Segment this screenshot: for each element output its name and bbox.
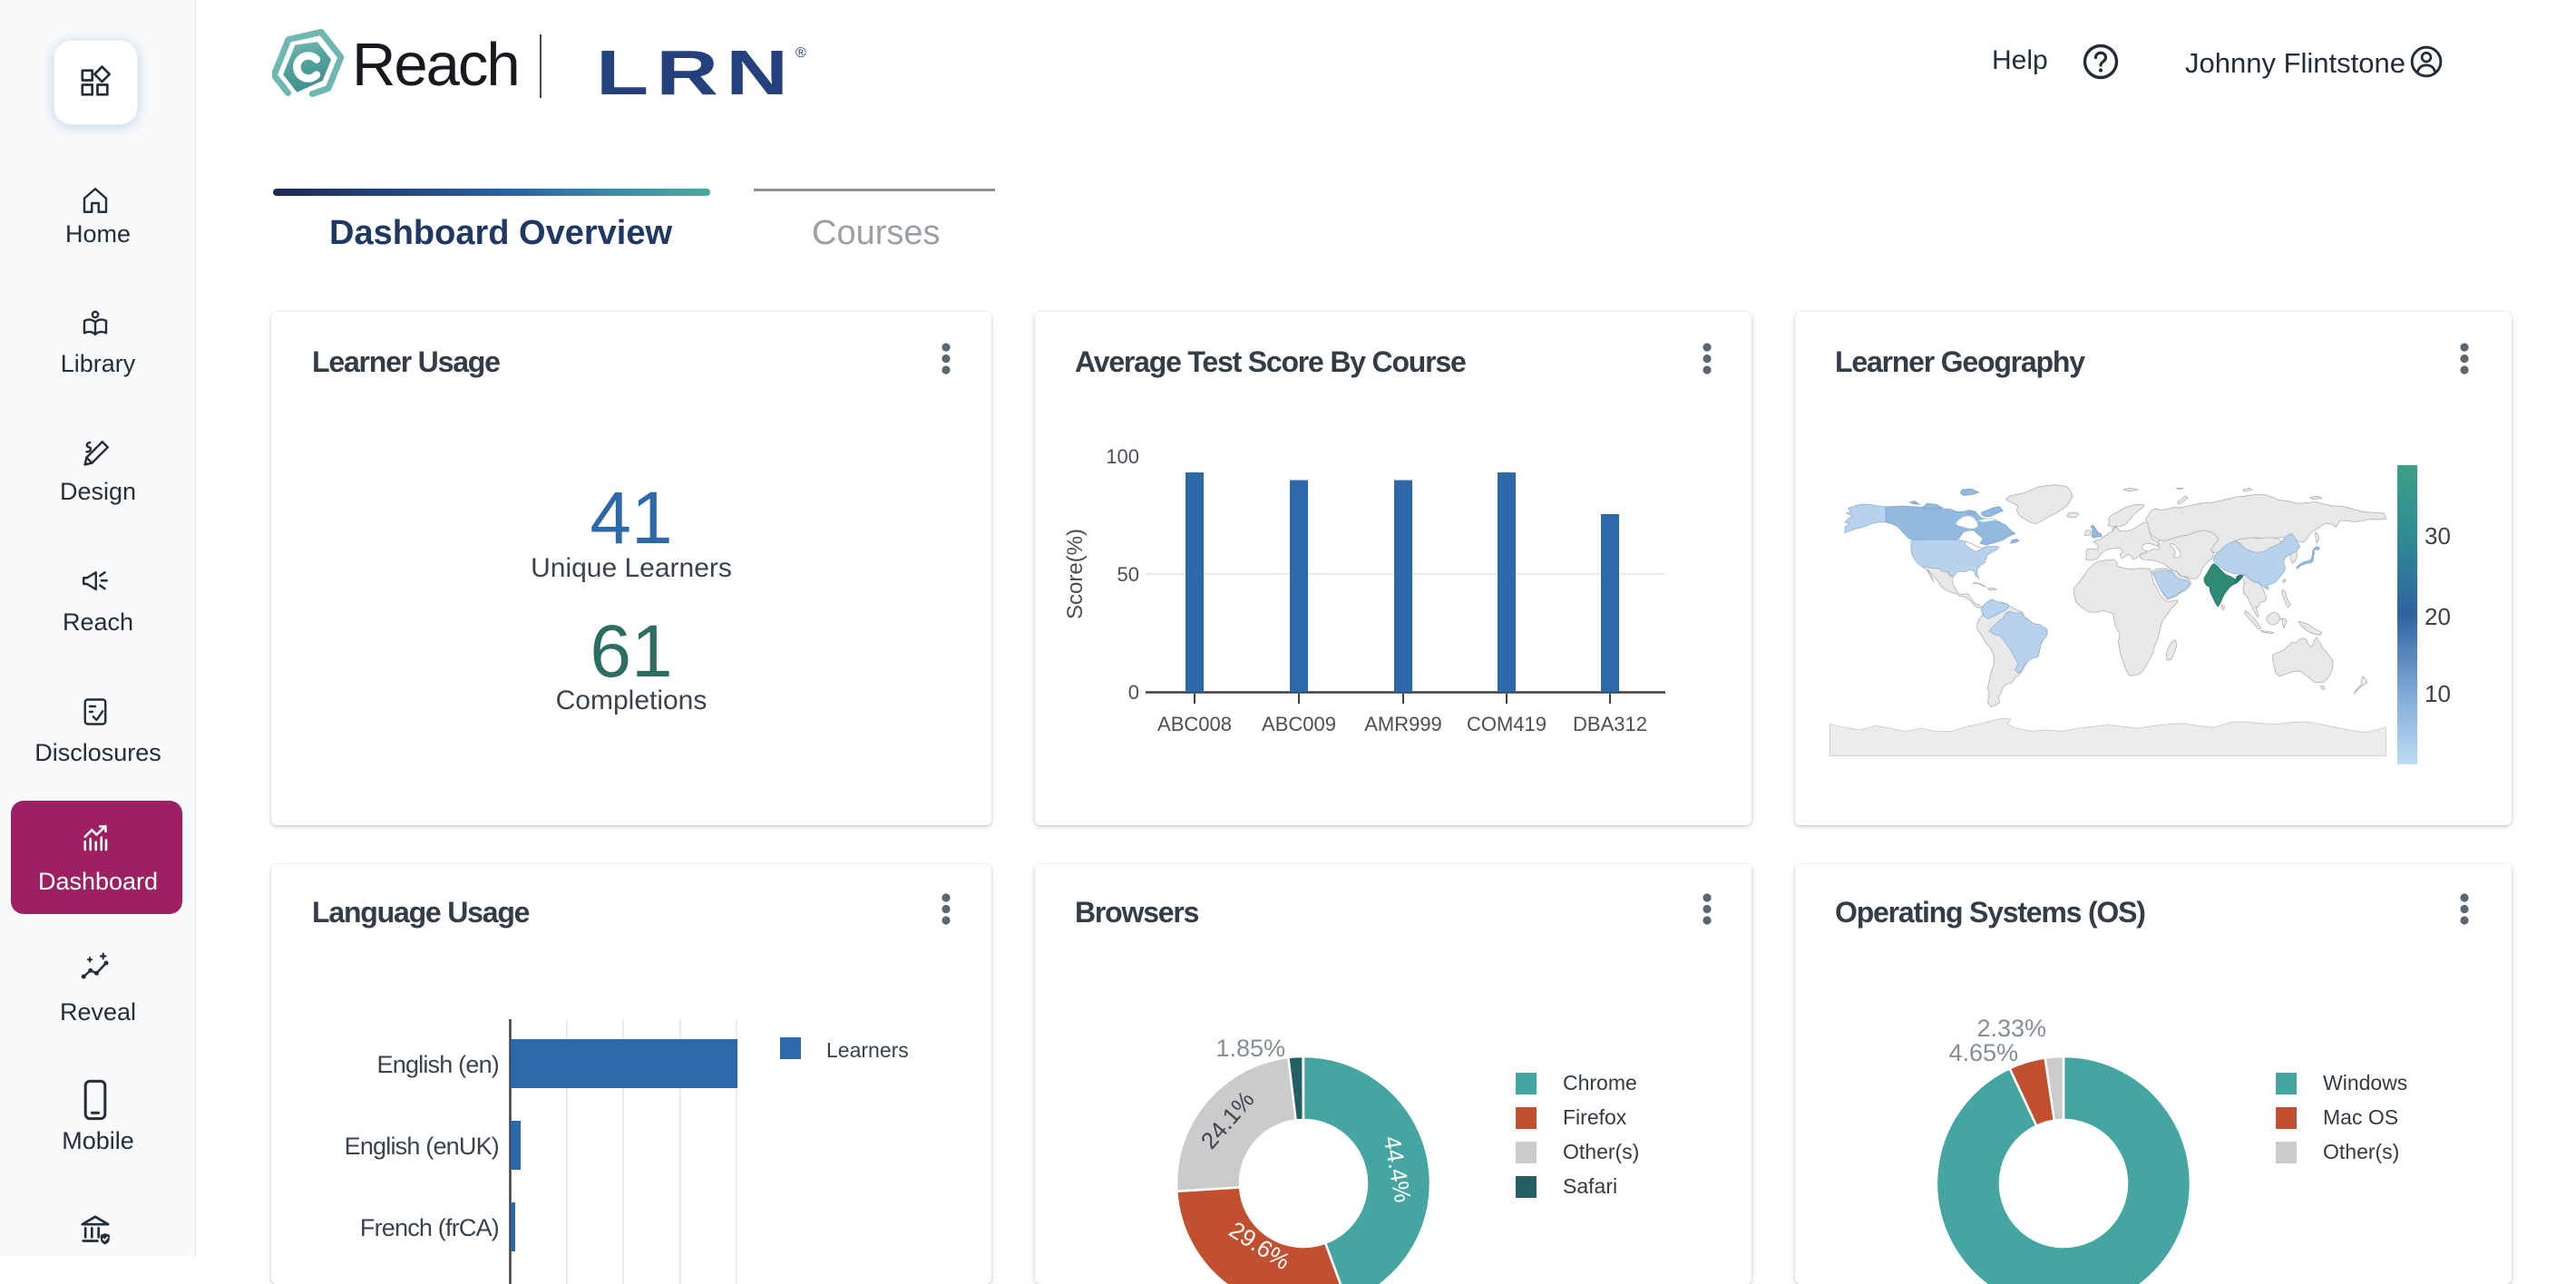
svg-text:30: 30	[2425, 522, 2451, 550]
svg-text:Chrome: Chrome	[1563, 1071, 1637, 1094]
svg-text:Firefox: Firefox	[1563, 1105, 1627, 1129]
svg-text:100: 100	[1106, 445, 1139, 468]
svg-text:Score(%): Score(%)	[1063, 529, 1088, 619]
svg-text:Mac OS: Mac OS	[2323, 1105, 2398, 1129]
svg-text:Windows: Windows	[2323, 1071, 2407, 1094]
svg-text:ABC009: ABC009	[1262, 713, 1336, 735]
svg-text:Learners: Learners	[826, 1038, 909, 1062]
svg-text:10: 10	[2425, 680, 2451, 707]
svg-text:Safari: Safari	[1563, 1174, 1617, 1198]
svg-text:AMR999: AMR999	[1364, 713, 1442, 735]
svg-text:English (en): English (en)	[377, 1051, 499, 1078]
svg-text:French (frCA): French (frCA)	[360, 1214, 499, 1241]
svg-text:50: 50	[1117, 563, 1139, 586]
svg-text:DBA312: DBA312	[1573, 713, 1647, 735]
svg-text:1.85%: 1.85%	[1215, 1035, 1285, 1062]
svg-text:0: 0	[1128, 681, 1139, 704]
svg-text:English (enUK): English (enUK)	[345, 1133, 499, 1160]
svg-text:Other(s): Other(s)	[1563, 1140, 1639, 1163]
svg-text:Other(s): Other(s)	[2323, 1140, 2399, 1163]
svg-text:COM419: COM419	[1467, 713, 1547, 735]
svg-text:20: 20	[2425, 603, 2451, 630]
svg-text:ABC008: ABC008	[1157, 713, 1232, 735]
svg-text:2.33%: 2.33%	[1976, 1015, 2046, 1042]
svg-text:4.65%: 4.65%	[1948, 1039, 2018, 1066]
